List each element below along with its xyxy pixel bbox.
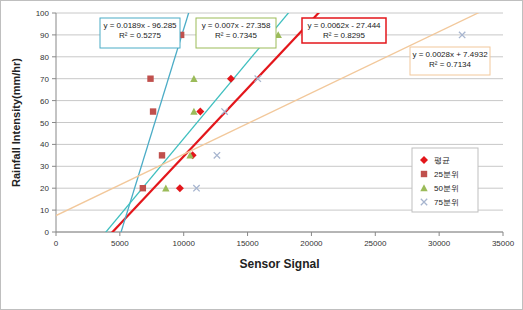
grid-line bbox=[56, 13, 503, 14]
legend-box bbox=[412, 148, 478, 212]
tick-label: 50 bbox=[40, 119, 49, 128]
point bbox=[159, 152, 165, 158]
legend-marker bbox=[420, 156, 428, 164]
plot-area bbox=[56, 13, 503, 232]
tick-label: 0 bbox=[54, 239, 59, 248]
tick bbox=[52, 13, 56, 14]
chart-frame bbox=[1, 1, 523, 310]
point bbox=[193, 185, 199, 191]
grid-line bbox=[56, 100, 503, 101]
tick bbox=[52, 56, 56, 57]
equation: y = 0.007x - 27.358 bbox=[202, 21, 271, 30]
legend-label: 25분위 bbox=[434, 170, 459, 179]
tick bbox=[52, 210, 56, 211]
x-axis-title: Sensor Signal bbox=[239, 257, 319, 271]
tick-label: 10000 bbox=[173, 239, 196, 248]
legend-marker bbox=[421, 199, 427, 205]
point bbox=[176, 184, 184, 192]
point bbox=[196, 108, 204, 116]
point bbox=[140, 185, 146, 191]
r-squared: R² = 0.7134 bbox=[429, 60, 472, 69]
equation: y = 0.0189x - 96.285 bbox=[103, 21, 177, 30]
point bbox=[255, 76, 261, 82]
legend-marker bbox=[421, 171, 427, 177]
tick-label: 40 bbox=[40, 140, 49, 149]
point bbox=[190, 75, 197, 82]
trendline bbox=[56, 13, 503, 232]
tick bbox=[52, 188, 56, 189]
equation-box bbox=[302, 18, 386, 43]
tick bbox=[56, 232, 57, 236]
point bbox=[162, 185, 169, 192]
tick-label: 5000 bbox=[111, 239, 129, 248]
chart: 0 10 20 30 40 50 60 70 80 90 100 0 5000 10000 15000 200… bbox=[0, 0, 523, 310]
tick bbox=[52, 144, 56, 145]
tick-label: 60 bbox=[40, 97, 49, 106]
tick bbox=[183, 232, 184, 236]
legend-label: 평균 bbox=[434, 156, 450, 165]
tick-label: 35000 bbox=[492, 239, 515, 248]
tick-label: 30 bbox=[40, 162, 49, 171]
tick-label: 70 bbox=[40, 75, 49, 84]
tick bbox=[52, 100, 56, 101]
tick bbox=[311, 232, 312, 236]
legend-label: 50분위 bbox=[434, 184, 459, 193]
grid-line bbox=[56, 122, 503, 123]
tick bbox=[503, 232, 504, 236]
equation-box bbox=[410, 47, 490, 75]
legend-label: 75분위 bbox=[434, 198, 459, 207]
grid-line bbox=[56, 144, 503, 145]
tick bbox=[52, 232, 56, 233]
tick bbox=[375, 232, 376, 236]
x-axis bbox=[56, 232, 503, 233]
point bbox=[186, 152, 193, 159]
tick-label: 10 bbox=[40, 206, 49, 215]
trendline bbox=[56, 13, 503, 232]
trendline bbox=[56, 13, 503, 216]
tick bbox=[119, 232, 120, 236]
tick bbox=[52, 78, 56, 79]
equation-box bbox=[100, 18, 180, 48]
r-squared: R² = 0.8295 bbox=[323, 31, 366, 40]
y-axis bbox=[56, 13, 57, 232]
legend-marker bbox=[420, 184, 427, 191]
r-squared: R² = 0.5275 bbox=[119, 31, 162, 40]
point bbox=[221, 108, 227, 114]
tick bbox=[439, 232, 440, 236]
grid-line bbox=[56, 232, 503, 233]
equation-box bbox=[196, 18, 276, 48]
tick-label: 0 bbox=[45, 228, 50, 237]
tick-label: 25000 bbox=[364, 239, 387, 248]
tick-label: 15000 bbox=[236, 239, 259, 248]
grid-line bbox=[56, 78, 503, 79]
point bbox=[150, 108, 156, 114]
tick-label: 20000 bbox=[300, 239, 323, 248]
point bbox=[459, 32, 465, 38]
tick-label: 90 bbox=[40, 31, 49, 40]
tick bbox=[52, 34, 56, 35]
tick-label: 30000 bbox=[428, 239, 451, 248]
point bbox=[147, 76, 153, 82]
point bbox=[227, 75, 235, 83]
tick bbox=[52, 122, 56, 123]
tick-label: 80 bbox=[40, 53, 49, 62]
point bbox=[190, 108, 197, 115]
tick-label: 20 bbox=[40, 184, 49, 193]
y-axis-title: Rainfall Intensity(mm/hr) bbox=[10, 58, 22, 187]
tick bbox=[52, 166, 56, 167]
r-squared: R² = 0.7345 bbox=[215, 31, 258, 40]
trendline bbox=[56, 13, 503, 232]
tick-label: 100 bbox=[36, 9, 50, 18]
point bbox=[214, 152, 220, 158]
tick bbox=[247, 232, 248, 236]
equation: y = 0.0062x - 27.444 bbox=[307, 21, 381, 30]
equation: y = 0.0028x + 7.4932 bbox=[412, 50, 488, 59]
